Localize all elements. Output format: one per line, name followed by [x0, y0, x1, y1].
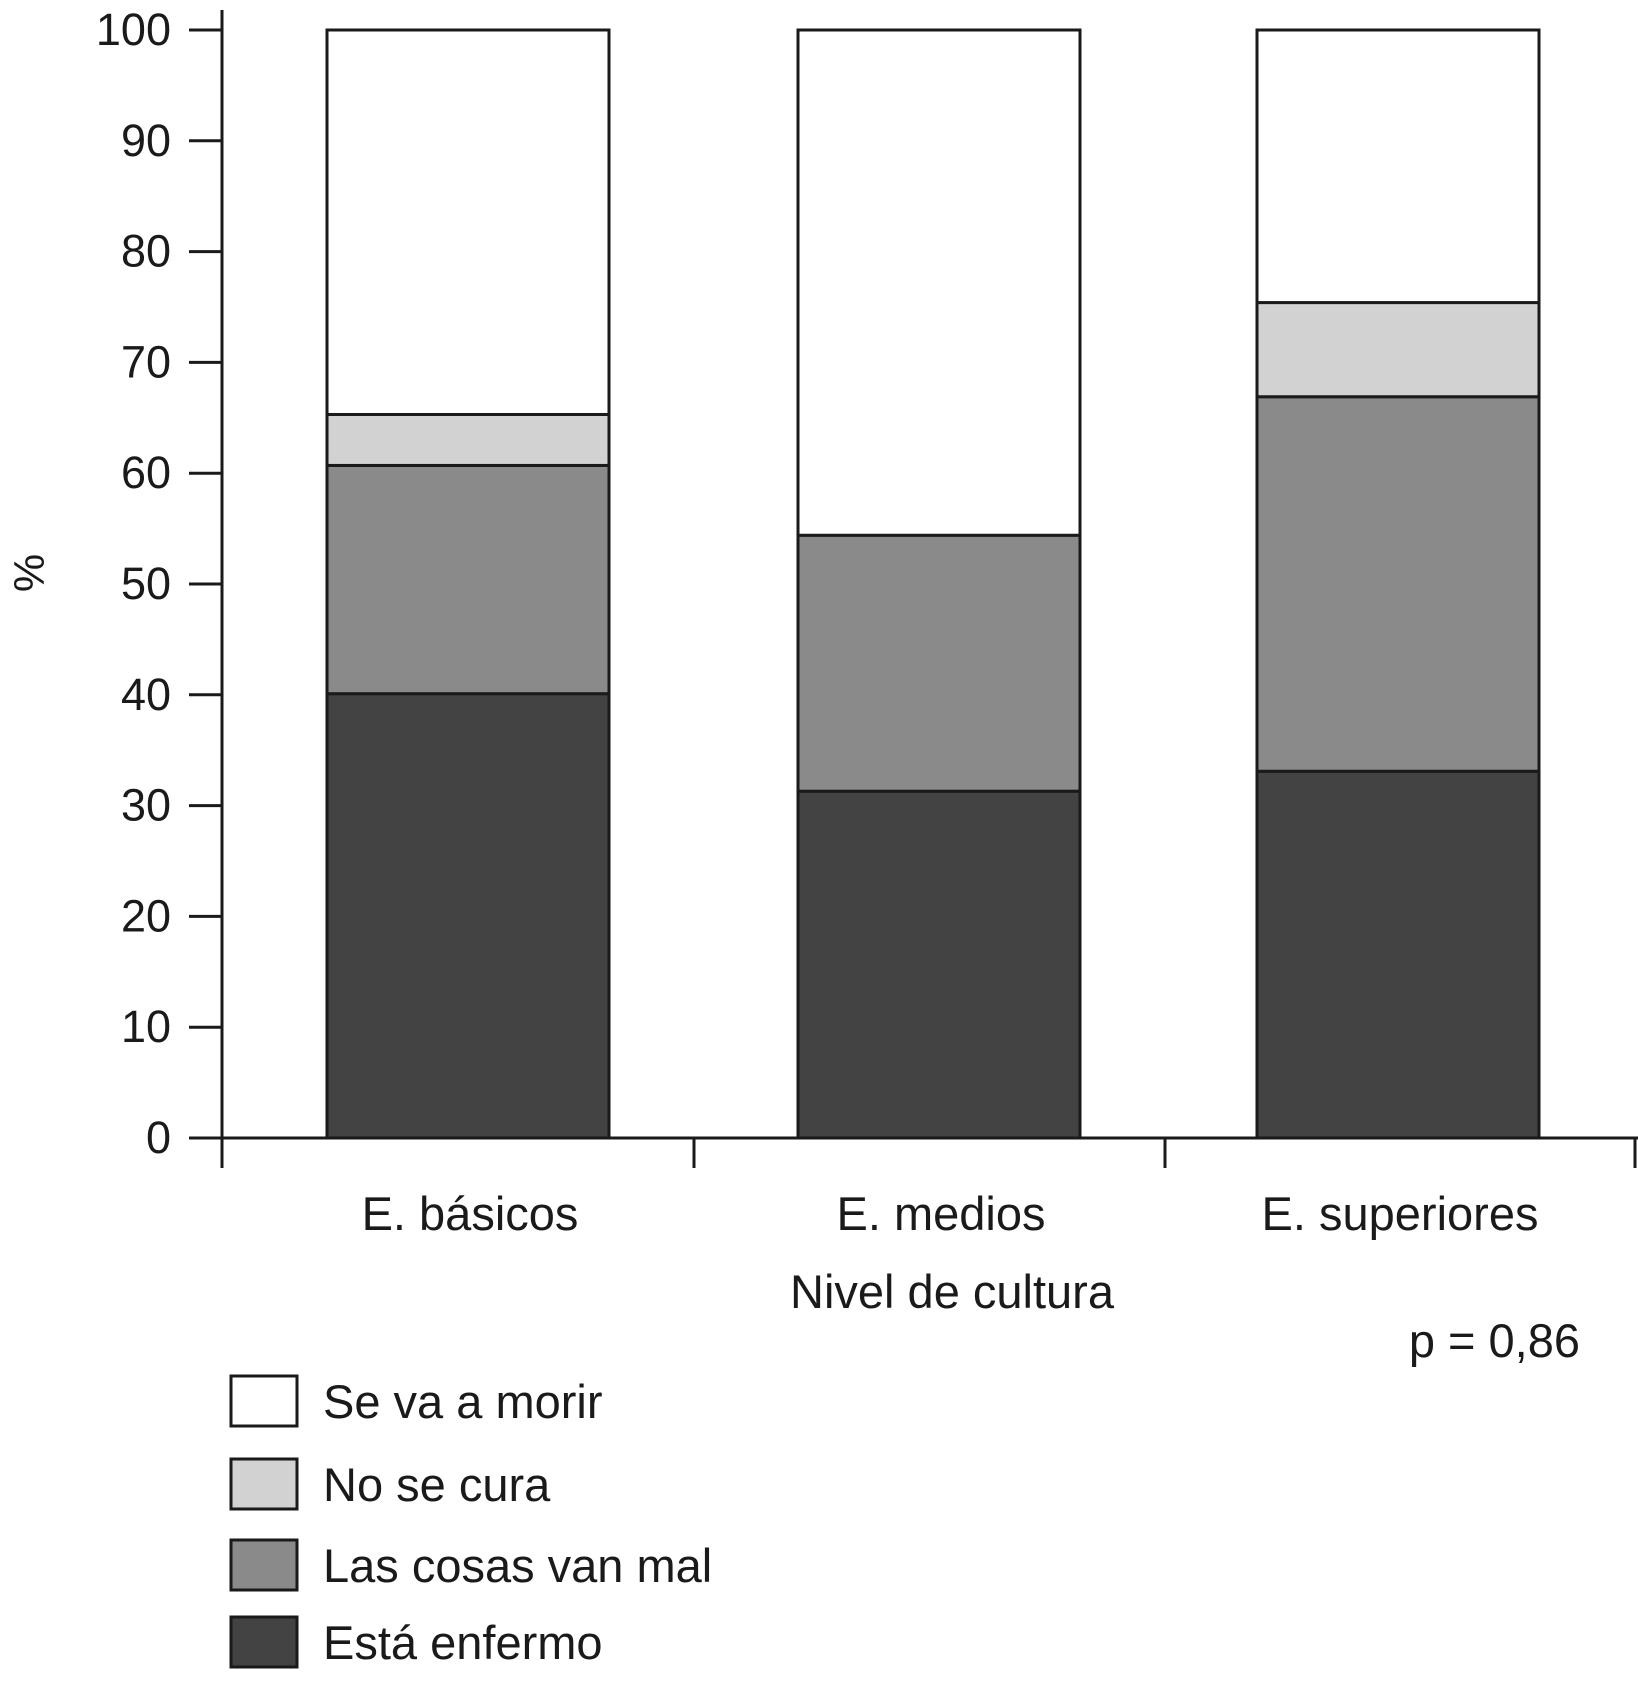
bar-segment [1255, 395, 1541, 773]
bar-segment [325, 28, 611, 416]
y-tick-label: 60 [121, 447, 171, 498]
legend-swatch [229, 1457, 299, 1511]
legend-label: No se cura [323, 1458, 551, 1511]
bar-segment [1255, 769, 1541, 1140]
y-tick-label: 80 [121, 226, 171, 277]
y-tick-label: 70 [121, 336, 171, 387]
legend-label: Se va a morir [323, 1375, 602, 1428]
bar-segment [325, 412, 611, 467]
legend-swatch [229, 1615, 299, 1669]
x-tick-label: E. superiores [1262, 1187, 1539, 1240]
y-tick-label: 50 [121, 558, 171, 609]
y-axis-label: % [6, 554, 54, 592]
bar-segment [796, 789, 1082, 1140]
legend-label: Las cosas van mal [323, 1539, 712, 1592]
p-value-annotation: p = 0,86 [1409, 1314, 1580, 1367]
y-tick-label: 30 [121, 780, 171, 831]
bar-segment [325, 692, 611, 1140]
legend-swatch [229, 1374, 299, 1428]
legend: Se va a morir No se cura Las cosas van mal… [229, 1374, 712, 1669]
y-tick-label: 100 [96, 4, 171, 55]
y-tick-label: 90 [121, 115, 171, 166]
legend-swatch [229, 1538, 299, 1592]
x-axis-label: Nivel de cultura [790, 1265, 1115, 1318]
bar-segment [1255, 28, 1541, 305]
bar-segment [796, 28, 1082, 537]
legend-label: Está enfermo [323, 1616, 603, 1669]
bar-segment [1255, 301, 1541, 399]
x-tick-label: E. básicos [362, 1187, 579, 1240]
y-tick-label: 20 [121, 890, 171, 941]
y-tick-label: 0 [146, 1112, 171, 1163]
y-tick-label: 10 [121, 1001, 171, 1052]
x-tick-label: E. medios [837, 1187, 1046, 1240]
bar-segment [796, 533, 1082, 793]
y-tick-label: 40 [121, 669, 171, 720]
bar-segment [325, 463, 611, 696]
